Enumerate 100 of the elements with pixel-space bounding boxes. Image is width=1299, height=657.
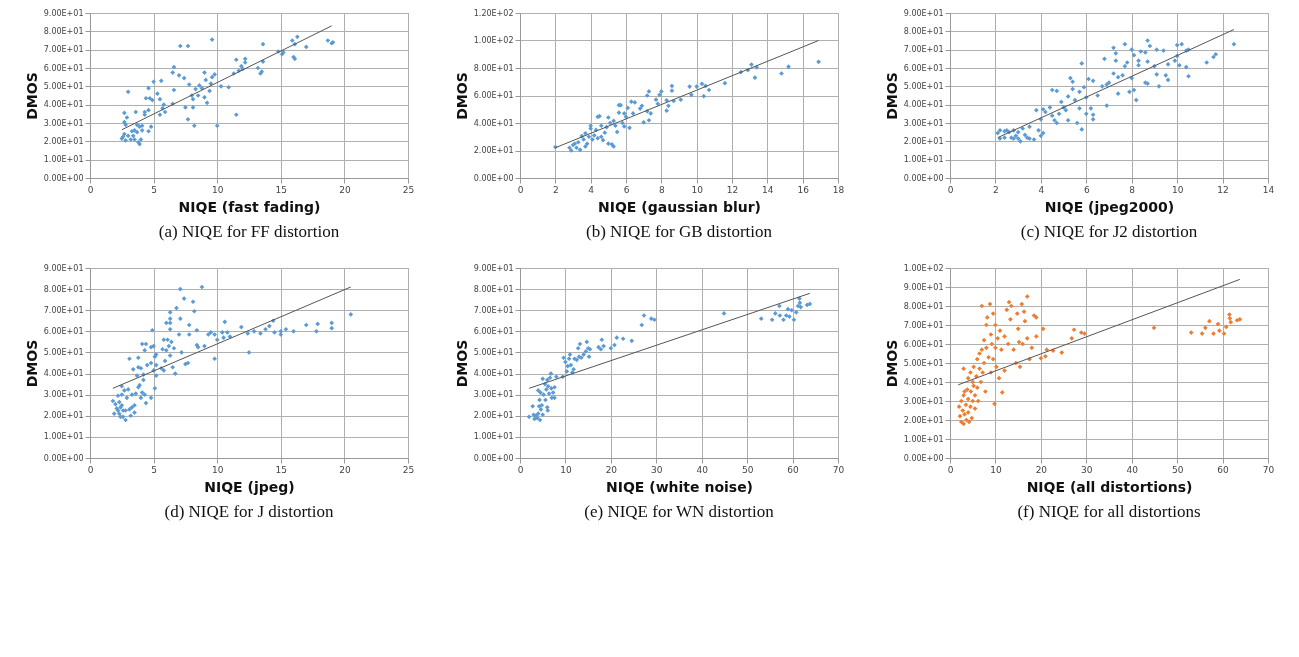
x-tick-label: 8: [1128, 184, 1135, 195]
x-tick-label: 10: [559, 464, 572, 475]
text: (a) NIQE for FF distortion: [158, 222, 340, 241]
x-tick-label: 10: [989, 464, 1002, 475]
y-tick-label: 0.00E+00: [43, 453, 83, 463]
x-tick-label: 0: [87, 184, 94, 195]
x-tick-label: 25: [402, 184, 414, 195]
x-tick-label: 18: [832, 184, 844, 195]
y-tick-label: 5.00E+01: [473, 347, 513, 357]
x-tick-label: 15: [275, 184, 287, 195]
x-tick-label: 60: [1216, 464, 1229, 475]
x-tick-label: 20: [605, 464, 617, 475]
x-tick-label: 0: [947, 184, 954, 195]
x-tick-label: 70: [1262, 464, 1274, 475]
x-tick-label: 0: [87, 464, 94, 475]
x-tick-label: 16: [796, 184, 809, 195]
x-tick-label: 50: [741, 464, 754, 475]
y-tick-label: 1.00E+01: [43, 432, 83, 442]
y-tick-label: 1.00E+01: [473, 432, 513, 442]
x-tick-label: 60: [786, 464, 799, 475]
x-axis-title: NIQE (fast fading): [178, 198, 320, 215]
x-axis-title: NIQE (gaussian blur): [597, 198, 761, 215]
x-tick-label: 6: [623, 184, 630, 195]
y-tick-label: 4.00E+01: [903, 377, 943, 387]
x-tick-label: 2: [992, 184, 999, 195]
y-tick-label: 8.00E+01: [43, 26, 83, 36]
x-tick-label: 10: [211, 184, 224, 195]
y-tick-label: 0.00E+00: [903, 453, 943, 463]
y-tick-label: 5.00E+01: [43, 347, 83, 357]
x-tick-label: 15: [275, 464, 287, 475]
y-tick-label: 6.00E+01: [473, 326, 513, 336]
x-tick-label: 0: [947, 464, 954, 475]
x-tick-label: 4: [587, 184, 594, 195]
y-tick-label: 6.00E+01: [473, 91, 513, 100]
y-tick-label: 8.00E+01: [43, 284, 83, 294]
x-tick-label: 50: [1171, 464, 1184, 475]
x-tick-label: 8: [658, 184, 665, 195]
y-tick-label: 2.00E+01: [43, 411, 83, 421]
y-tick-label: 0.00E+00: [473, 173, 513, 183]
x-tick-label: 0: [517, 184, 524, 195]
y-tick-label: 4.00E+01: [473, 369, 513, 379]
x-tick-label: 5: [150, 464, 157, 475]
y-tick-label: 0.00E+00: [43, 173, 83, 183]
x-tick-label: 5: [150, 184, 157, 195]
x-tick-label: 40: [1125, 464, 1138, 475]
y-tick-label: 4.00E+01: [473, 118, 513, 128]
y-axis-title: DMOS: [883, 72, 900, 120]
y-tick-label: 6.00E+01: [43, 63, 83, 73]
y-tick-label: 7.00E+01: [43, 45, 83, 55]
x-tick-label: 10: [690, 184, 703, 195]
x-axis-title: NIQE (jpeg): [203, 478, 295, 495]
y-tick-label: 2.00E+01: [43, 136, 83, 146]
y-tick-label: 2.00E+01: [473, 411, 513, 421]
y-tick-label: 8.00E+01: [473, 284, 513, 294]
y-tick-label: 6.00E+01: [903, 63, 943, 73]
y-axis-title: DMOS: [23, 339, 40, 388]
y-tick-label: 4.00E+01: [43, 369, 83, 379]
x-tick-label: 20: [1035, 464, 1047, 475]
x-tick-label: 12: [726, 184, 738, 195]
text: (f) NIQE for all distortions: [1016, 502, 1201, 521]
x-tick-label: 10: [1171, 184, 1184, 195]
x-tick-label: 12: [1216, 184, 1229, 195]
x-tick-label: 0: [517, 464, 524, 475]
y-tick-label: 7.00E+01: [473, 305, 513, 315]
y-tick-label: 6.00E+01: [903, 339, 943, 349]
y-tick-label: 9.00E+01: [43, 8, 83, 18]
y-tick-label: 5.00E+01: [903, 81, 943, 91]
y-tick-label: 7.00E+01: [43, 305, 83, 315]
y-tick-label: 0.00E+00: [473, 453, 513, 463]
y-tick-label: 8.00E+01: [473, 63, 513, 73]
y-tick-label: 3.00E+01: [43, 118, 83, 128]
x-axis-title: NIQE (all distortions): [1026, 478, 1192, 495]
y-tick-label: 3.00E+01: [903, 118, 943, 128]
y-tick-label: 9.00E+01: [473, 263, 513, 273]
y-tick-label: 2.00E+01: [473, 146, 513, 155]
x-tick-label: 30: [650, 464, 663, 475]
y-tick-label: 3.00E+01: [43, 390, 83, 400]
x-tick-label: 14: [761, 184, 774, 195]
text: (e) NIQE for WN distortion: [583, 502, 774, 521]
y-tick-label: 1.00E+01: [43, 155, 83, 165]
y-tick-label: 9.00E+01: [43, 263, 83, 273]
x-tick-label: 20: [338, 184, 351, 195]
x-axis-title: NIQE (white noise): [605, 478, 753, 495]
y-tick-label: 4.00E+01: [43, 100, 83, 110]
y-axis-title: DMOS: [883, 339, 900, 388]
x-tick-label: 70: [832, 464, 844, 475]
x-axis-title: NIQE (jpeg2000): [1044, 198, 1174, 215]
y-tick-label: 7.00E+01: [903, 320, 943, 330]
y-tick-label: 8.00E+01: [903, 26, 943, 36]
x-tick-label: 20: [338, 464, 351, 475]
x-tick-label: 2: [552, 184, 559, 195]
y-tick-label: 1.00E+01: [903, 155, 943, 165]
x-tick-label: 14: [1262, 184, 1274, 195]
x-tick-label: 6: [1083, 184, 1090, 195]
x-tick-label: 4: [1037, 184, 1044, 195]
y-tick-label: 2.00E+01: [903, 415, 943, 425]
x-tick-label: 30: [1080, 464, 1093, 475]
y-tick-label: 9.00E+01: [903, 8, 943, 18]
y-tick-label: 2.00E+01: [903, 136, 943, 146]
y-tick-label: 1.00E+01: [903, 434, 943, 444]
